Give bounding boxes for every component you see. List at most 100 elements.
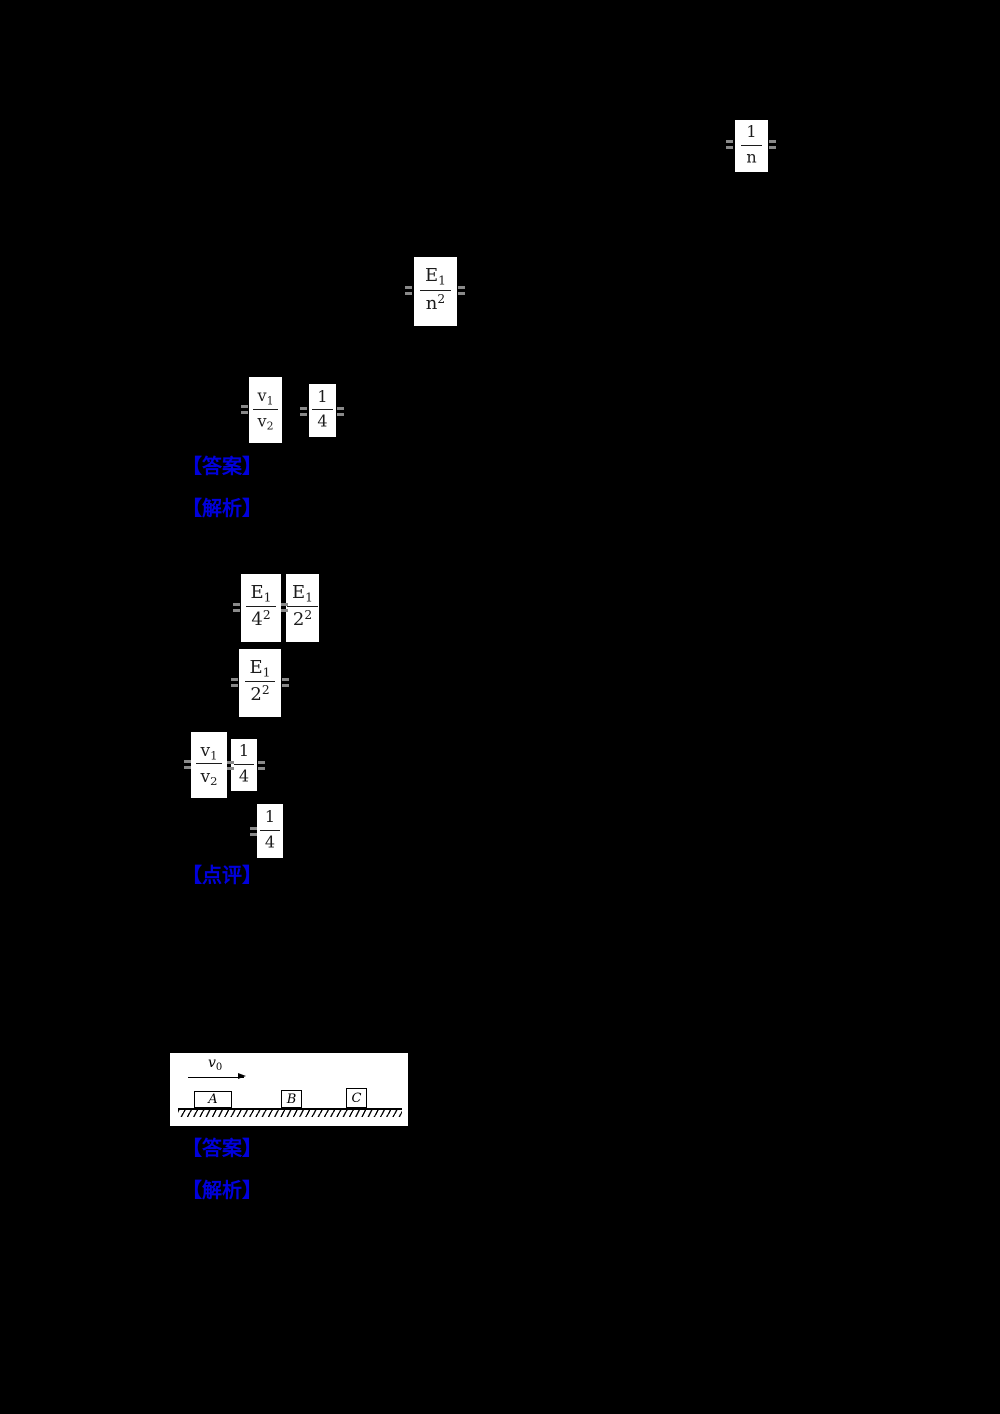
fraction: E1 n2 <box>420 265 451 317</box>
denominator-base: n <box>425 293 438 315</box>
formula-E1-over-2sq-second: E1 22 <box>239 649 281 717</box>
fraction: 1 4 <box>312 387 333 435</box>
denominator-superscript: 2 <box>437 291 446 306</box>
analysis-label-2: 【解析】 <box>182 1178 262 1202</box>
denominator-base: 4 <box>238 766 250 786</box>
fraction-numerator: 1 <box>741 122 761 145</box>
equals-fragment <box>726 140 733 149</box>
block-b: B <box>281 1090 302 1108</box>
numerator-base: E <box>249 656 263 678</box>
fraction-denominator: v2 <box>252 408 279 434</box>
formula-1-over-4: 1 4 <box>309 384 336 437</box>
equals-fragment <box>241 405 248 414</box>
velocity-symbol: v <box>208 1055 216 1071</box>
fraction-denominator: n2 <box>420 289 451 318</box>
equals-fragment <box>769 140 776 149</box>
fraction-denominator: v2 <box>195 763 223 789</box>
denominator-base: 2 <box>250 684 262 706</box>
block-b-label: B <box>286 1091 297 1107</box>
fraction-denominator: 4 <box>259 829 281 855</box>
formula-1-over-4-third: 1 4 <box>257 804 283 858</box>
denominator-superscript: 2 <box>262 608 271 623</box>
equals-fragment <box>250 827 257 836</box>
denominator-base: 4 <box>251 609 263 631</box>
fraction-numerator: 1 <box>234 741 254 764</box>
denominator-base: v <box>257 411 267 431</box>
numerator-base: 1 <box>317 386 328 406</box>
block-c-label: C <box>351 1090 362 1106</box>
fraction-denominator: 42 <box>245 606 277 634</box>
fraction-numerator: 1 <box>260 807 280 830</box>
comment-label-1: 【点评】 <box>182 863 262 887</box>
denominator-base: 4 <box>264 832 276 852</box>
numerator-base: 1 <box>746 122 757 142</box>
fraction: 1 4 <box>233 741 255 789</box>
denominator-subscript: 2 <box>210 774 218 789</box>
denominator-superscript: 2 <box>261 683 270 698</box>
denominator-base: 2 <box>292 609 305 631</box>
fraction-numerator: v1 <box>196 741 223 764</box>
equals-fragment <box>300 407 307 416</box>
fraction-numerator: E1 <box>287 582 318 607</box>
fraction: E1 42 <box>245 582 277 634</box>
numerator-base: E <box>425 265 439 287</box>
fraction-numerator: E1 <box>246 582 277 607</box>
velocity-subscript: 0 <box>215 1062 223 1073</box>
velocity-arrow <box>188 1073 246 1080</box>
formula-1-over-4-second: 1 4 <box>231 739 257 791</box>
fraction: E1 22 <box>244 657 276 709</box>
numerator-subscript: 1 <box>262 665 271 680</box>
arrow-head-icon <box>238 1073 246 1080</box>
fraction-numerator: 1 <box>312 387 332 410</box>
numerator-base: E <box>292 581 306 603</box>
denominator-base: 4 <box>317 411 328 431</box>
equals-fragment <box>337 407 344 416</box>
fraction-denominator: 4 <box>312 409 333 434</box>
fraction: E1 22 <box>287 582 318 634</box>
physics-diagram-blocks: v0 A B C <box>170 1053 408 1126</box>
numerator-base: v <box>257 386 267 406</box>
equals-fragment <box>258 761 265 770</box>
numerator-subscript: 1 <box>305 590 313 605</box>
answer-label-2: 【答案】 <box>182 1136 262 1160</box>
formula-E1-over-2sq: E1 22 <box>286 574 319 642</box>
block-a-label: A <box>208 1092 218 1107</box>
fraction-numerator: v1 <box>253 386 279 409</box>
numerator-base: E <box>250 581 264 603</box>
numerator-subscript: 1 <box>263 590 272 605</box>
fraction: 1 4 <box>259 807 281 855</box>
answer-label-1: 【答案】 <box>182 454 262 478</box>
fraction-numerator: E1 <box>245 657 276 682</box>
formula-E1-over-4sq: E1 42 <box>241 574 281 642</box>
denominator-superscript: 2 <box>304 608 313 623</box>
fraction: 1 n <box>741 122 762 170</box>
numerator-base: 1 <box>264 807 276 827</box>
fraction: v1 v2 <box>195 741 223 790</box>
formula-v1-over-v2-second: v1 v2 <box>191 732 227 798</box>
ground-line <box>178 1108 402 1110</box>
denominator-subscript: 2 <box>266 419 274 433</box>
fraction-denominator: 22 <box>244 681 276 709</box>
formula-v1-over-v2: v1 v2 <box>249 377 282 443</box>
formula-1-over-n: 1 n <box>735 120 768 172</box>
equals-fragment <box>233 603 240 612</box>
velocity-label: v0 <box>208 1055 222 1073</box>
fraction-denominator: n <box>741 144 762 170</box>
equals-fragment <box>281 603 288 612</box>
equals-fragment <box>405 286 412 295</box>
fraction-numerator: E1 <box>420 265 451 290</box>
equals-fragment <box>184 760 191 769</box>
numerator-subscript: 1 <box>438 274 446 289</box>
block-c: C <box>346 1088 367 1108</box>
block-a: A <box>194 1091 232 1108</box>
numerator-subscript: 1 <box>210 747 218 762</box>
analysis-label-1: 【解析】 <box>182 496 262 520</box>
numerator-base: 1 <box>238 741 250 761</box>
numerator-subscript: 1 <box>266 394 274 408</box>
fraction: v1 v2 <box>252 386 279 434</box>
denominator-base: v <box>200 766 211 787</box>
equals-fragment <box>458 286 465 295</box>
equals-fragment <box>231 678 238 687</box>
formula-E1-over-n2: E1 n2 <box>414 257 457 326</box>
